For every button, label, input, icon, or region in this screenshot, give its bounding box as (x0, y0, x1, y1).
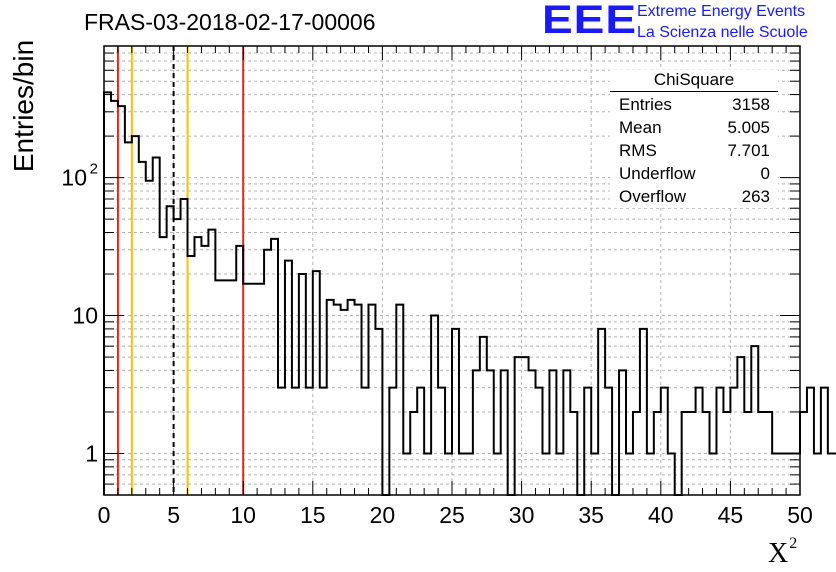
stats-row-overflow: Overflow 263 (610, 185, 778, 208)
stats-title: ChiSquare (610, 70, 778, 92)
y-tick-label: 10 (72, 303, 98, 329)
x-tick-label: 20 (370, 502, 396, 528)
x-axis-label-text: X (768, 538, 789, 569)
x-tick-label: 15 (300, 502, 326, 528)
x-tick-label: 40 (648, 502, 674, 528)
stats-value: 263 (741, 187, 770, 206)
stats-label: Overflow (619, 187, 687, 206)
x-tick-label: 35 (578, 502, 604, 528)
x-tick-label: 10 (230, 502, 256, 528)
stats-label: Underflow (619, 164, 696, 183)
y-tick-label: 1 (85, 440, 98, 466)
stats-rows: Entries 3158 Mean 5.005 RMS 7.701 Underflow 0 Ov… (610, 93, 778, 208)
stats-label: Mean (619, 118, 662, 137)
x-tick-label: 30 (509, 502, 535, 528)
stats-row-rms: RMS 7.701 (610, 139, 778, 162)
x-axis-label: X2 (768, 535, 797, 570)
stats-value: 7.701 (727, 141, 770, 160)
stats-value: 0 (760, 164, 770, 183)
histogram-series (103, 91, 836, 496)
x-tick-label: 50 (787, 502, 813, 528)
logo-text-line2: La Scienza nelle Scuole (637, 24, 808, 41)
stats-row-underflow: Underflow 0 (610, 162, 778, 185)
x-axis-label-exponent: 2 (789, 535, 798, 552)
chart-title: FRAS-03-2018-02-17-00006 (84, 9, 376, 35)
logo-mark: EEE (542, 0, 638, 42)
stats-value: 5.005 (727, 118, 770, 137)
stats-label: Entries (619, 95, 672, 114)
stats-value: 3158 (732, 95, 770, 114)
x-tick-label: 45 (718, 502, 744, 528)
y-tick-label-exponent: 2 (90, 161, 98, 178)
x-tick-label: 0 (98, 502, 111, 528)
x-tick-label: 25 (439, 502, 465, 528)
y-tick-label: 10 (61, 165, 87, 191)
stats-row-mean: Mean 5.005 (610, 116, 778, 139)
x-tick-label: 5 (167, 502, 180, 528)
logo-text-line1: Extreme Energy Events (637, 3, 806, 20)
stats-box: ChiSquare Entries 3158 Mean 5.005 RMS 7.701 Un… (610, 70, 778, 208)
stats-label: RMS (619, 141, 657, 160)
stats-row-entries: Entries 3158 (610, 93, 778, 116)
